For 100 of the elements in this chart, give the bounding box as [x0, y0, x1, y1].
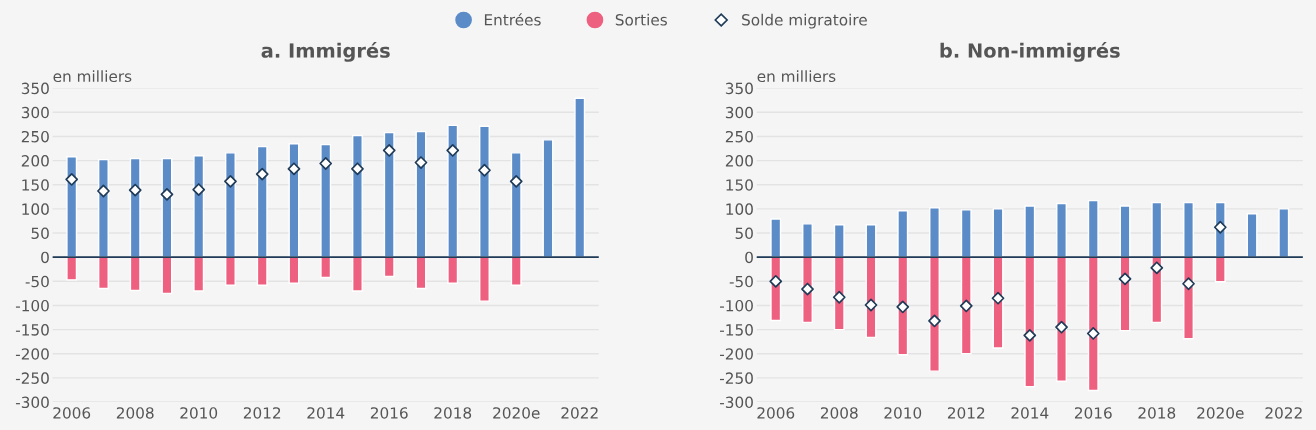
bar [383, 131, 395, 258]
legend-label: Entrées [484, 13, 541, 26]
chart-title: b. Non-immigrés [940, 42, 1120, 62]
bar [193, 155, 205, 258]
bar [224, 256, 236, 286]
y-tick-label: -200 [720, 348, 753, 360]
point [991, 291, 1005, 305]
bar [1214, 256, 1226, 283]
y-axis-title: en milliers [53, 70, 132, 83]
chart-title: a. Immigrés [261, 42, 390, 62]
bar [129, 256, 141, 292]
x-tick-label: 2016 [370, 407, 408, 419]
y-tick-label: -300 [720, 396, 753, 409]
y-tick-label: 150 [726, 179, 753, 191]
x-tick-label: 2008 [820, 407, 858, 419]
y-tick-label: -50 [729, 275, 753, 288]
point [1086, 327, 1100, 340]
point [1213, 220, 1227, 234]
bar [802, 223, 813, 258]
bar [320, 256, 332, 279]
bar [193, 256, 205, 292]
bar [479, 125, 490, 258]
bar [1024, 256, 1036, 388]
point [1118, 272, 1132, 286]
bar [256, 256, 268, 286]
bar [352, 134, 363, 258]
bar [897, 210, 909, 258]
point [382, 144, 396, 157]
y-tick-label: -250 [15, 372, 49, 384]
x-tick-label: 2006 [53, 407, 91, 419]
x-tick-label: 2018 [1138, 407, 1176, 419]
point [287, 162, 301, 176]
point [959, 299, 973, 313]
bar [770, 218, 782, 258]
x-tick-label: 2006 [757, 407, 795, 419]
x-tick-label: 2012 [947, 407, 985, 419]
bar [479, 256, 490, 302]
point [224, 174, 237, 188]
x-tick-label: 2010 [180, 407, 218, 419]
bar [574, 97, 586, 258]
y-tick-label: 50 [31, 227, 49, 240]
bar [447, 124, 459, 258]
bar [897, 256, 909, 356]
point [769, 274, 783, 288]
bar [1087, 256, 1099, 392]
bar [1024, 205, 1036, 258]
point [351, 162, 364, 176]
bar [1151, 201, 1163, 258]
bar [510, 256, 522, 286]
point [509, 174, 523, 188]
bar [161, 157, 173, 258]
legend-label: Sorties [615, 13, 667, 26]
point [896, 300, 910, 314]
bar [1278, 208, 1290, 258]
x-tick-label: 2020e [493, 407, 540, 419]
point [1055, 320, 1068, 334]
x-tick-label: 2018 [434, 407, 472, 419]
bar [66, 156, 78, 258]
bar [97, 158, 109, 258]
y-axis-title: en milliers [757, 70, 836, 83]
bar [960, 209, 972, 258]
point [128, 183, 142, 197]
y-tick-label: -150 [15, 324, 49, 336]
bar [929, 256, 940, 372]
bar [161, 256, 173, 295]
y-tick-label: -200 [15, 348, 49, 360]
point [192, 183, 206, 196]
y-tick-label: -250 [720, 372, 753, 384]
y-tick-label: -100 [15, 299, 49, 312]
bar [510, 152, 522, 258]
y-tick-label: 0 [745, 251, 753, 264]
x-tick-label: 2014 [1011, 407, 1049, 419]
y-tick-label: -100 [720, 299, 753, 312]
y-tick-label: 50 [735, 227, 753, 240]
point [1023, 329, 1037, 342]
bar [929, 207, 940, 258]
bar [224, 152, 236, 258]
y-tick-label: 200 [725, 155, 753, 167]
y-tick-label: -300 [15, 396, 49, 409]
bar [352, 256, 363, 292]
point [801, 282, 814, 296]
y-tick-label: 100 [726, 203, 753, 215]
bar [447, 256, 459, 284]
point [864, 298, 878, 312]
bar [320, 143, 332, 258]
point [414, 156, 428, 169]
bar [383, 256, 395, 278]
y-tick-label: -50 [25, 275, 49, 288]
x-tick-label: 2022 [1265, 407, 1302, 419]
x-tick-label: 2012 [243, 407, 281, 419]
bar [542, 139, 554, 258]
point [1182, 277, 1195, 291]
point [832, 290, 846, 304]
point [478, 163, 491, 177]
bar [1087, 199, 1099, 258]
point [1150, 261, 1164, 275]
point [65, 173, 79, 186]
y-tick-label: 250 [725, 130, 753, 143]
x-tick-label: 2022 [561, 407, 598, 419]
y-tick-label: 350 [725, 82, 753, 95]
